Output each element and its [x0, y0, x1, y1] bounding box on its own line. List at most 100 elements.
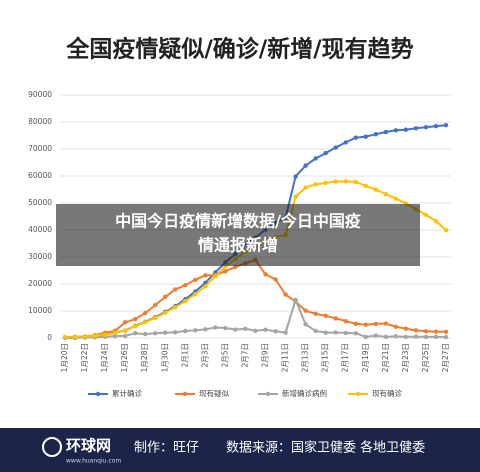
x-tick-label: 2月27日: [441, 343, 450, 372]
data-point: [112, 330, 118, 335]
data-point: [72, 334, 78, 340]
data-point: [203, 327, 208, 332]
data-point: [223, 325, 228, 331]
data-point: [323, 150, 328, 156]
overlay-text: 中国今日疫情新增数据/今日中国疫: [115, 212, 361, 231]
data-point: [323, 330, 328, 335]
data-point: [203, 273, 208, 278]
data-point: [333, 145, 338, 150]
legend-label: 累计确诊: [112, 388, 142, 398]
data-point: [183, 298, 188, 304]
data-point: [143, 310, 148, 316]
x-tick-label: 2月19日: [361, 343, 370, 372]
data-point: [363, 334, 368, 340]
x-tick-label: 2月5日: [220, 343, 229, 368]
logo-icon: [42, 437, 62, 457]
data-point: [313, 182, 318, 187]
y-tick-label: 0: [47, 333, 52, 342]
y-tick-label: 60000: [28, 171, 52, 180]
data-point: [203, 284, 208, 289]
x-tick-label: 1月28日: [140, 343, 149, 372]
data-point: [393, 334, 399, 339]
data-point: [433, 329, 439, 334]
data-point: [393, 324, 399, 330]
data-point: [333, 330, 338, 335]
data-point: [293, 194, 298, 200]
data-point: [423, 212, 429, 218]
data-point: [343, 140, 348, 145]
data-point: [433, 123, 439, 129]
chart-title: 全国疫情疑似/确诊/新增/现有趋势: [65, 36, 413, 63]
data-point: [173, 330, 178, 335]
data-point: [313, 311, 318, 316]
legend-label: 现有确诊: [372, 388, 402, 398]
data-point: [122, 320, 128, 325]
data-point: [303, 322, 308, 327]
data-point: [373, 132, 379, 137]
data-point: [313, 156, 318, 161]
legend-label: 新增确诊病例: [282, 388, 327, 398]
data-point: [173, 305, 178, 310]
data-point: [343, 330, 348, 336]
y-tick-label: 70000: [28, 144, 52, 153]
data-point: [393, 128, 399, 133]
x-tick-label: 2月23日: [401, 343, 410, 372]
x-tick-label: 1月26日: [120, 343, 129, 372]
footer: [0, 428, 480, 472]
data-point: [433, 334, 439, 340]
data-point: [433, 219, 439, 224]
data-point: [403, 334, 409, 340]
data-point: [363, 134, 368, 139]
data-point: [303, 308, 308, 313]
x-tick-label: 1月24日: [100, 343, 109, 372]
data-point: [183, 283, 188, 288]
data-point: [383, 191, 389, 197]
data-point: [263, 272, 268, 277]
x-tick-label: 2月25日: [421, 343, 430, 372]
data-point: [363, 322, 368, 327]
data-point: [153, 315, 158, 321]
legend-marker: [265, 391, 271, 397]
data-point: [443, 329, 449, 334]
data-point: [253, 328, 258, 334]
data-point: [373, 321, 379, 327]
x-tick-label: 2月1日: [180, 343, 189, 368]
data-point: [293, 297, 298, 303]
x-tick-label: 2月15日: [321, 343, 330, 372]
data-point: [82, 334, 88, 339]
x-tick-label: 2月11日: [281, 343, 290, 372]
y-tick-label: 90000: [28, 90, 52, 99]
data-point: [363, 183, 368, 189]
footer-logo: 环球网: [66, 437, 111, 455]
data-point: [323, 180, 328, 186]
data-point: [413, 334, 419, 339]
data-point: [423, 125, 429, 130]
data-point: [153, 331, 158, 336]
data-point: [413, 126, 419, 131]
data-point: [183, 328, 188, 334]
data-point: [163, 310, 168, 315]
footer-source: 数据来源：国家卫健委 各地卫健委: [226, 440, 425, 456]
data-point: [423, 334, 429, 340]
data-point: [333, 316, 338, 321]
data-point: [153, 302, 158, 308]
legend-label: 现有疑似: [199, 388, 229, 398]
data-point: [373, 333, 379, 338]
data-point: [423, 329, 429, 334]
data-point: [283, 292, 288, 297]
x-tick-label: 2月17日: [341, 343, 350, 372]
data-point: [393, 196, 399, 201]
data-point: [102, 332, 108, 337]
footer-maker: 制作：旺仔: [134, 441, 199, 456]
overlay-text: 情通报新增: [198, 236, 278, 255]
footer-site: www.huanqiu.com: [66, 458, 121, 465]
data-point: [193, 277, 198, 282]
x-tick-label: 1月30日: [160, 343, 169, 372]
overlay-band: [56, 204, 420, 266]
data-point: [313, 328, 318, 334]
data-point: [343, 318, 348, 324]
data-point: [132, 323, 138, 329]
x-tick-label: 2月3日: [200, 343, 209, 368]
x-tick-label: 2月7日: [240, 343, 249, 368]
